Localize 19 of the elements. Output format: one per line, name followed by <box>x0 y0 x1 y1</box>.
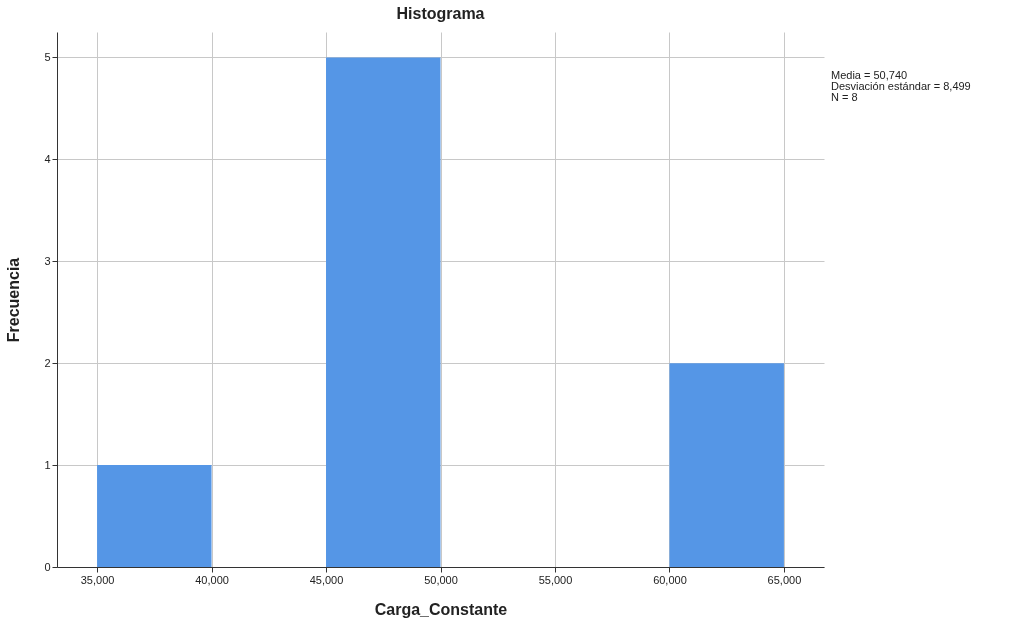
y-axis-title: Frecuencia <box>5 257 23 343</box>
x-tick-label: 50,000 <box>424 573 458 586</box>
x-tick-label: 40,000 <box>195 573 229 586</box>
x-tick-label: 55,000 <box>538 573 573 586</box>
y-tick-label: 1 <box>44 458 51 471</box>
text: Media = 50,740 <box>831 69 909 81</box>
y-tick-label: 4 <box>44 152 51 165</box>
x-axis-title: Carga_Constante <box>374 600 508 618</box>
x-tick-label: 45,000 <box>309 573 344 586</box>
x-tick-label: 65,000 <box>767 573 802 586</box>
y-tick-label: 3 <box>44 254 51 267</box>
y-tick-label: 0 <box>44 560 51 573</box>
text: N = 8 <box>831 91 859 103</box>
text: Desviación estándar = 8,499 <box>831 80 971 92</box>
y-tick-label: 2 <box>44 356 51 369</box>
x-tick-label: 60,000 <box>653 573 687 586</box>
x-tick-label: 35,000 <box>80 573 115 586</box>
y-tick-label: 5 <box>44 50 51 63</box>
chart-title: Histograma <box>396 5 485 22</box>
